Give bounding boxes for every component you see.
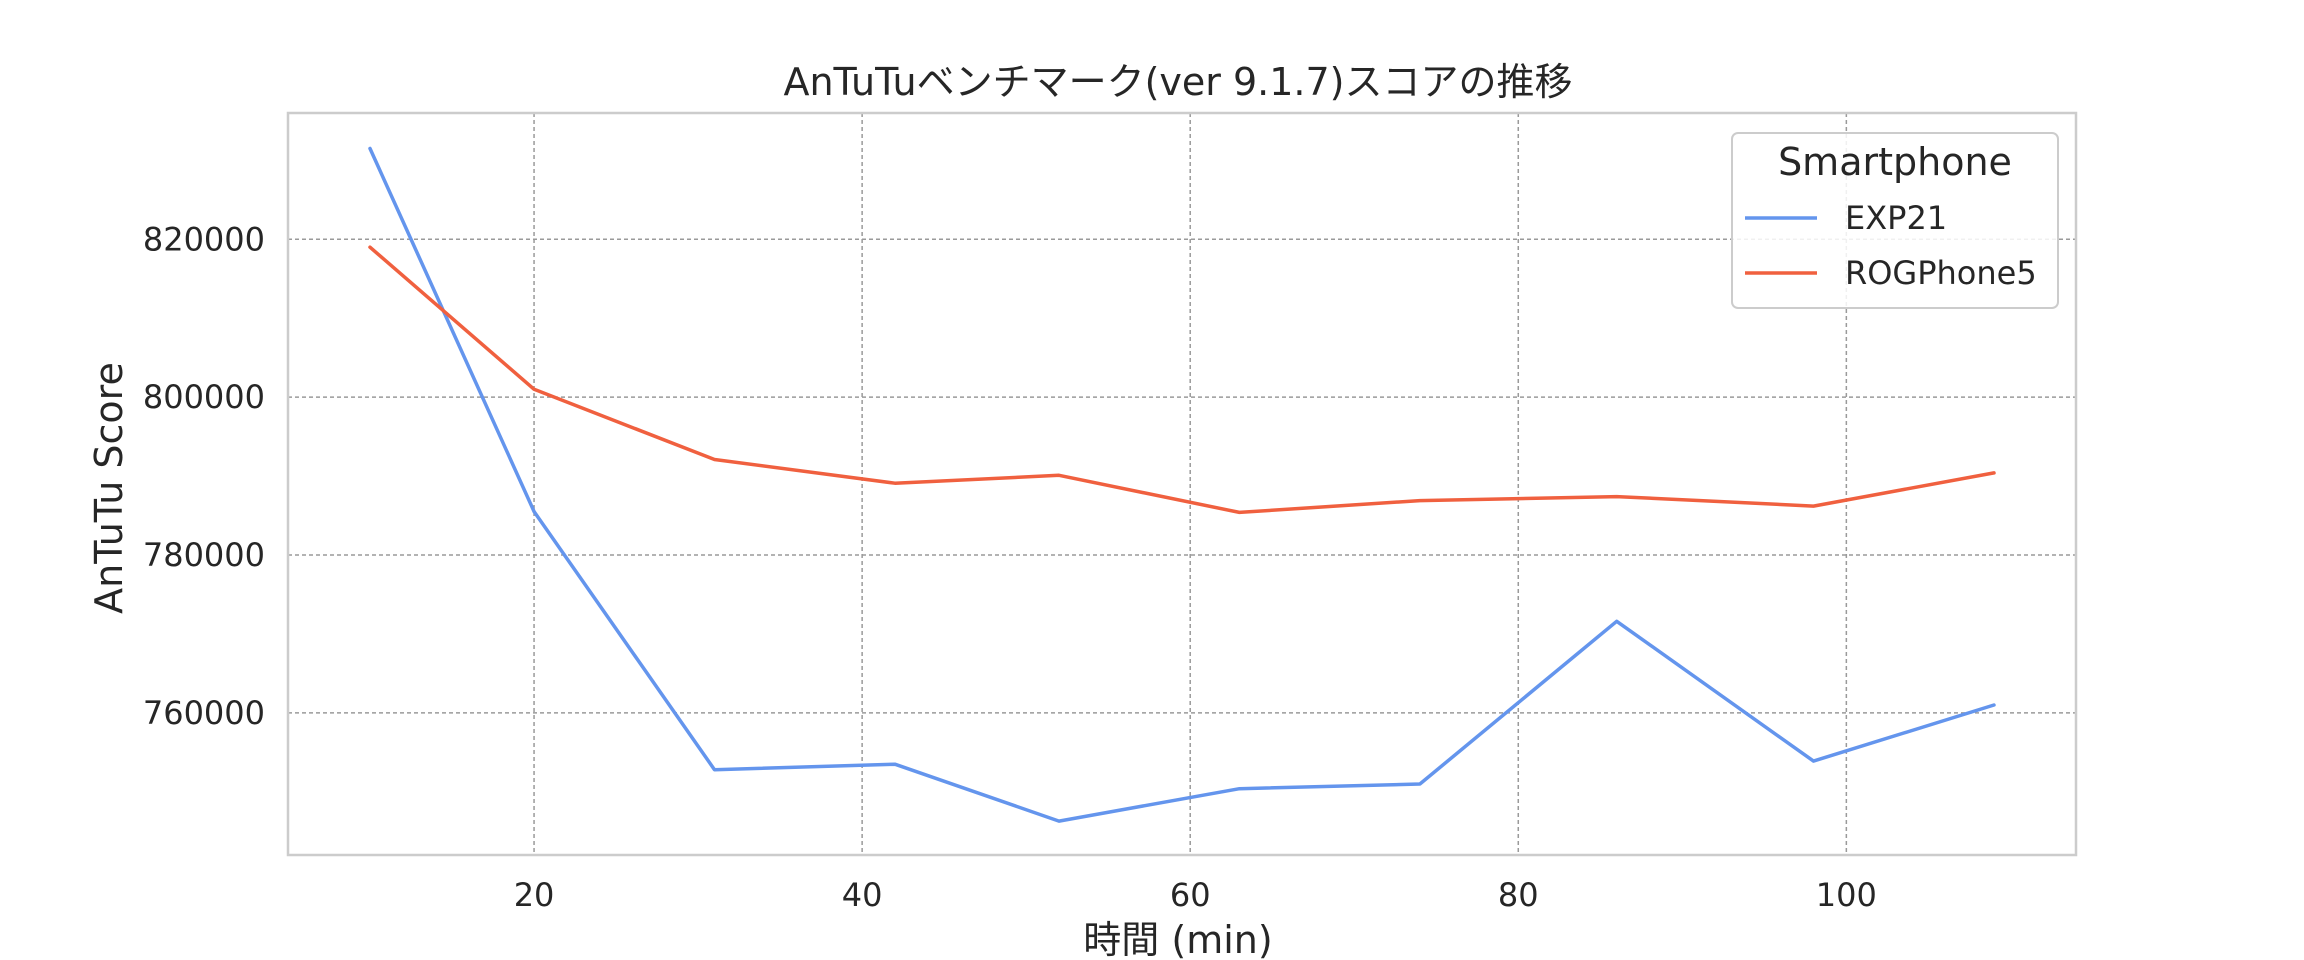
y-tick-label: 820000 [143,220,265,258]
series-layer [368,146,1996,823]
tick-labels: 20 40 60 80 100 760000 780000 800000 820000 [143,220,1877,914]
y-tick-label: 800000 [143,378,265,416]
plot-area [286,111,2078,857]
legend-label-exp21: EXP21 [1845,199,1947,237]
series-line-exp21 [368,146,1996,823]
legend-label-rogphone5: ROGPhone5 [1845,254,2037,292]
x-tick-label: 40 [842,876,883,914]
y-tick-label: 760000 [143,694,265,732]
x-tick-label: 80 [1498,876,1539,914]
x-tick-label: 20 [514,876,555,914]
series-line-rogphone5 [368,245,1996,515]
x-tick-label: 60 [1170,876,1211,914]
legend: Smartphone EXP21 ROGPhone5 [1731,132,2059,309]
grid [288,113,2076,855]
y-axis-label: AnTuTu Score [87,362,131,614]
y-tick-label: 780000 [143,536,265,574]
x-tick-label: 100 [1816,876,1877,914]
legend-box [1731,132,2059,309]
legend-title: Smartphone [1778,140,2012,184]
x-axis-label: 時間 (min) [1083,918,1272,960]
chart-title: AnTuTuベンチマーク(ver 9.1.7)スコアの推移 [783,60,1572,104]
